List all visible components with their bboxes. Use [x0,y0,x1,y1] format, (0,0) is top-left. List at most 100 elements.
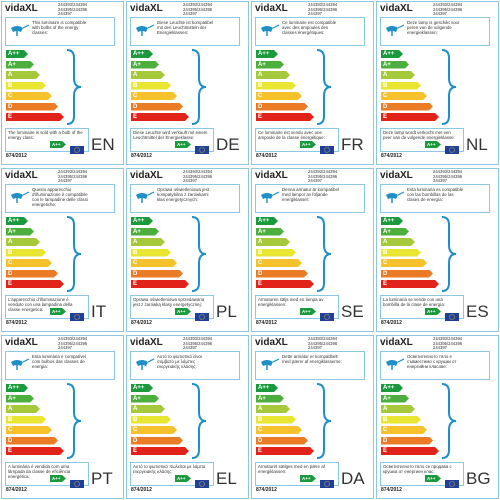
top-text: Oprawa oświetleniowa jest kompatybilna z… [157,187,209,202]
class-arrow: A [381,405,415,413]
top-box: Esta luminária é compatível com bulbos d… [5,351,115,380]
included-class: A++ [425,141,441,148]
included-class: A++ [425,475,441,482]
energy-label: vidaXL 244393/244394 244395/244396 244397 Di… [125,0,250,166]
bottom-text: La luminaria se vende con una bombilla d… [383,297,445,307]
product-codes: 244393/244394 244395/244396 244397 [308,336,337,351]
product-code: 244395/244396 [183,340,213,346]
class-arrow: D [6,270,58,278]
eu-flag [70,475,84,488]
product-code: 244393/244394 [308,2,338,7]
brand: vidaXL [130,170,163,181]
lamp-icon-svg [11,191,30,203]
bottom-text: Armaturet sælges med en pære af energikl… [258,464,325,474]
product-code: 244393/244394 [308,169,338,174]
included-class: A++ [175,308,191,315]
eu-flag-svg [445,146,459,154]
top-text: Deze lamp is geschikt voor peren van de … [407,20,460,35]
class-arrow: A [256,405,290,413]
brace [64,215,84,293]
class-arrow: A+ [381,228,409,236]
class-arrow: B [131,249,171,257]
eu-flag [320,308,334,321]
class-arrow: E [131,280,189,288]
class-arrow: B [131,416,171,424]
brace [314,382,334,460]
class-arrow: A [381,238,415,246]
class-arrow: A+ [6,228,34,236]
product-code: 244393/244394 [433,2,463,7]
top-text: Ce luminaire est compatible avec des amp… [282,20,337,35]
label-frame [126,335,249,499]
product-code: 244395/244396 [433,340,463,346]
top-text: Denna armatur är kompatibel med lampor a… [282,187,339,202]
class-arrow: E [381,447,439,455]
brace-svg [316,216,332,292]
language-code: EN [91,135,115,154]
bottom-text: Diese Leuchte wird verkauft mit einem Le… [133,130,208,140]
label-frame [126,168,249,332]
energy-label: vidaXL 244393/244394 244395/244396 244397 Op… [125,167,250,333]
eu-flag-svg [195,313,209,321]
lamp-icon-svg [136,24,155,36]
top-text: Esta luminária é compatível com bulbos d… [32,354,86,369]
class-arrow: C [6,426,52,434]
product-codes: 244393/244394 244395/244396 244397 [58,336,87,351]
class-arrow: A++ [131,384,153,392]
class-arrow: D [381,437,433,445]
included-class: A++ [175,141,191,148]
included-class: A++ [175,475,191,482]
class-arrow: A++ [131,217,153,225]
product-code: 244393/244394 [183,336,213,341]
lamp-icon-svg [11,358,30,370]
language-code: EL [216,469,237,488]
brand: vidaXL [255,170,288,181]
regulation: 874/2012 [256,487,277,493]
class-arrow: A [381,71,415,79]
class-arrow: D [381,270,433,278]
top-text: Αυτό το φωτιστικό είναι συμβατό με λάμπε… [157,354,202,369]
brace-svg [316,49,332,125]
lamp-icon-svg [136,191,155,203]
top-box: Oprawa oświetleniowa jest kompatybilna z… [130,184,240,213]
language-code: PL [216,302,237,321]
lamp-icon-svg [386,191,405,203]
bottom-box: Deze lamp wordt verkocht met een peer va… [380,128,464,154]
product-codes: 244393/244394 244395/244396 244397 [308,2,338,17]
bottom-text: A luminária é vendida com uma lâmpada da… [8,464,71,479]
label-frame [376,335,499,499]
bottom-box: Αυτό το φωτιστικό πωλείται με λάμπα ενερ… [130,462,214,488]
eu-flag [70,141,84,154]
class-arrow: A+ [131,395,159,403]
bottom-box: Осветителното тяло се продава с крушка о… [380,462,464,488]
bottom-box: Armaturet sælges med en pære af energikl… [255,462,339,488]
class-arrow: B [381,82,421,90]
class-arrow: C [6,259,52,267]
top-text: Questo apparecchio d'illuminazione è com… [32,187,88,207]
energy-label: vidaXL 244393/244394 244395/244396 244397 De… [375,0,500,166]
product-codes: 244393/244394 244395/244396 244397 [58,2,88,17]
bottom-box: La luminaria se vende con una bombilla d… [380,295,464,321]
class-arrow: A+ [256,228,284,236]
product-code: 244393/244394 [183,2,213,7]
eu-flag [320,141,334,154]
product-code: 244395/244396 [58,173,88,179]
energy-label: vidaXL 244393/244394 244395/244396 244397 Ос… [375,334,500,500]
included-class: A++ [50,308,66,315]
eu-flag [70,308,84,321]
eu-flag-svg [70,313,84,321]
bottom-text: The luminaire is sold with a bulb of the… [8,130,83,140]
product-code: 244397 [308,178,322,184]
brace-svg [441,49,457,125]
lamp-icon [259,189,281,207]
class-arrow: A [256,238,290,246]
label-frame [1,1,124,165]
eu-flag [320,475,334,488]
lamp-icon [384,22,406,40]
product-code: 244395/244396 [58,6,88,12]
lamp-icon [259,356,281,374]
class-arrow: A++ [381,217,403,225]
label-frame [376,168,499,332]
product-code: 244393/244394 [433,169,463,174]
eu-flag [445,308,459,321]
